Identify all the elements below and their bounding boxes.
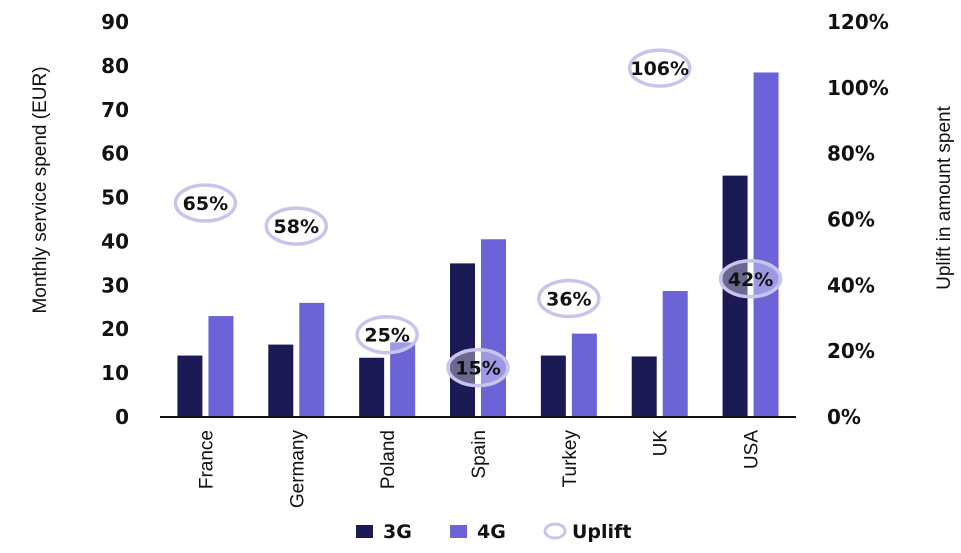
y-tick-label-left: 70: [101, 98, 129, 122]
bar-4g-poland: [390, 342, 416, 417]
legend-swatch-3g: [356, 525, 373, 538]
legend-swatch-uplift: [543, 522, 567, 540]
y-tick-label-right: 80%: [827, 142, 875, 166]
bar-3g-france: [177, 355, 203, 417]
uplift-marker-usa: [718, 259, 783, 299]
y-tick-label-right: 20%: [827, 339, 875, 363]
y-axis-right-ticks: 0% 20% 40% 60% 80% 100% 120%: [827, 10, 889, 429]
y-tick-label-left: 90: [101, 10, 129, 34]
uplift-label: 15%: [455, 358, 500, 380]
y-tick-label-right: 0%: [827, 405, 861, 429]
uplift-label: 25%: [364, 325, 409, 347]
y-tick-label-left: 0: [115, 405, 129, 429]
x-tick-label: France: [196, 430, 217, 489]
bar-4g-germany: [299, 302, 325, 417]
y-tick-label-left: 80: [101, 54, 129, 78]
y-axis-left-ticks: 0 10 20 30 40 50 60 70 80 90: [101, 10, 129, 429]
y-tick-label-right: 100%: [827, 76, 889, 100]
uplift-label: 58%: [274, 216, 319, 238]
x-tick-label: Turkey: [560, 430, 581, 488]
category-labels: France Germany Poland Spain Turkey UK USA: [196, 430, 762, 509]
uplift-marker-france: [173, 183, 238, 223]
y-tick-label-right: 120%: [827, 10, 889, 34]
bar-4g-uk: [662, 291, 688, 417]
uplift-marker-poland: [355, 314, 419, 355]
x-tick-label: UK: [651, 430, 672, 457]
legend-label-4g: 4G: [477, 521, 506, 543]
bar-3g-poland: [359, 357, 385, 417]
bar-3g-germany: [268, 344, 294, 417]
uplift-marker-spain: [446, 347, 510, 388]
uplift-label: 36%: [546, 289, 591, 311]
x-tick-label: USA: [742, 430, 763, 469]
bar-4g-turkey: [571, 333, 597, 417]
bar-4g-usa: [753, 72, 779, 417]
y-axis-right-title: Uplift in amount spent: [934, 105, 955, 289]
y-tick-label-left: 30: [101, 273, 129, 297]
uplift-marker-germany: [264, 206, 329, 246]
bar-4g-france: [208, 316, 234, 417]
y-tick-label-left: 20: [101, 317, 129, 341]
legend-label-3g: 3G: [383, 521, 412, 543]
uplift-markers: 65% 58% 25% 15% 36% 106% 42%: [173, 48, 783, 388]
uplift-marker-turkey: [537, 278, 601, 319]
uplift-label: 106%: [630, 58, 689, 80]
uplift-label: 42%: [728, 269, 773, 291]
x-tick-label: Germany: [287, 430, 308, 509]
bar-4g-spain: [481, 239, 506, 417]
bars-group: [177, 72, 779, 417]
legend-label-uplift: Uplift: [572, 521, 631, 543]
x-tick-label: Poland: [378, 430, 399, 489]
uplift-label: 65%: [183, 193, 228, 215]
x-tick-label: Spain: [469, 430, 490, 479]
uplift-marker-uk: [627, 48, 692, 88]
y-tick-label-right: 40%: [827, 273, 875, 297]
y-tick-label-left: 60: [101, 142, 129, 166]
y-axis-left-title: Monthly service spend (EUR): [30, 66, 51, 313]
y-tick-label-left: 40: [101, 229, 129, 253]
y-tick-label-right: 60%: [827, 208, 875, 232]
legend-swatch-4g: [450, 525, 467, 538]
bar-3g-spain: [450, 263, 475, 417]
bar-3g-uk: [631, 356, 657, 417]
y-tick-label-left: 10: [101, 361, 129, 385]
y-tick-label-left: 50: [101, 186, 129, 210]
bar-3g-turkey: [540, 355, 566, 417]
legend: 3G 4G Uplift: [356, 521, 631, 543]
